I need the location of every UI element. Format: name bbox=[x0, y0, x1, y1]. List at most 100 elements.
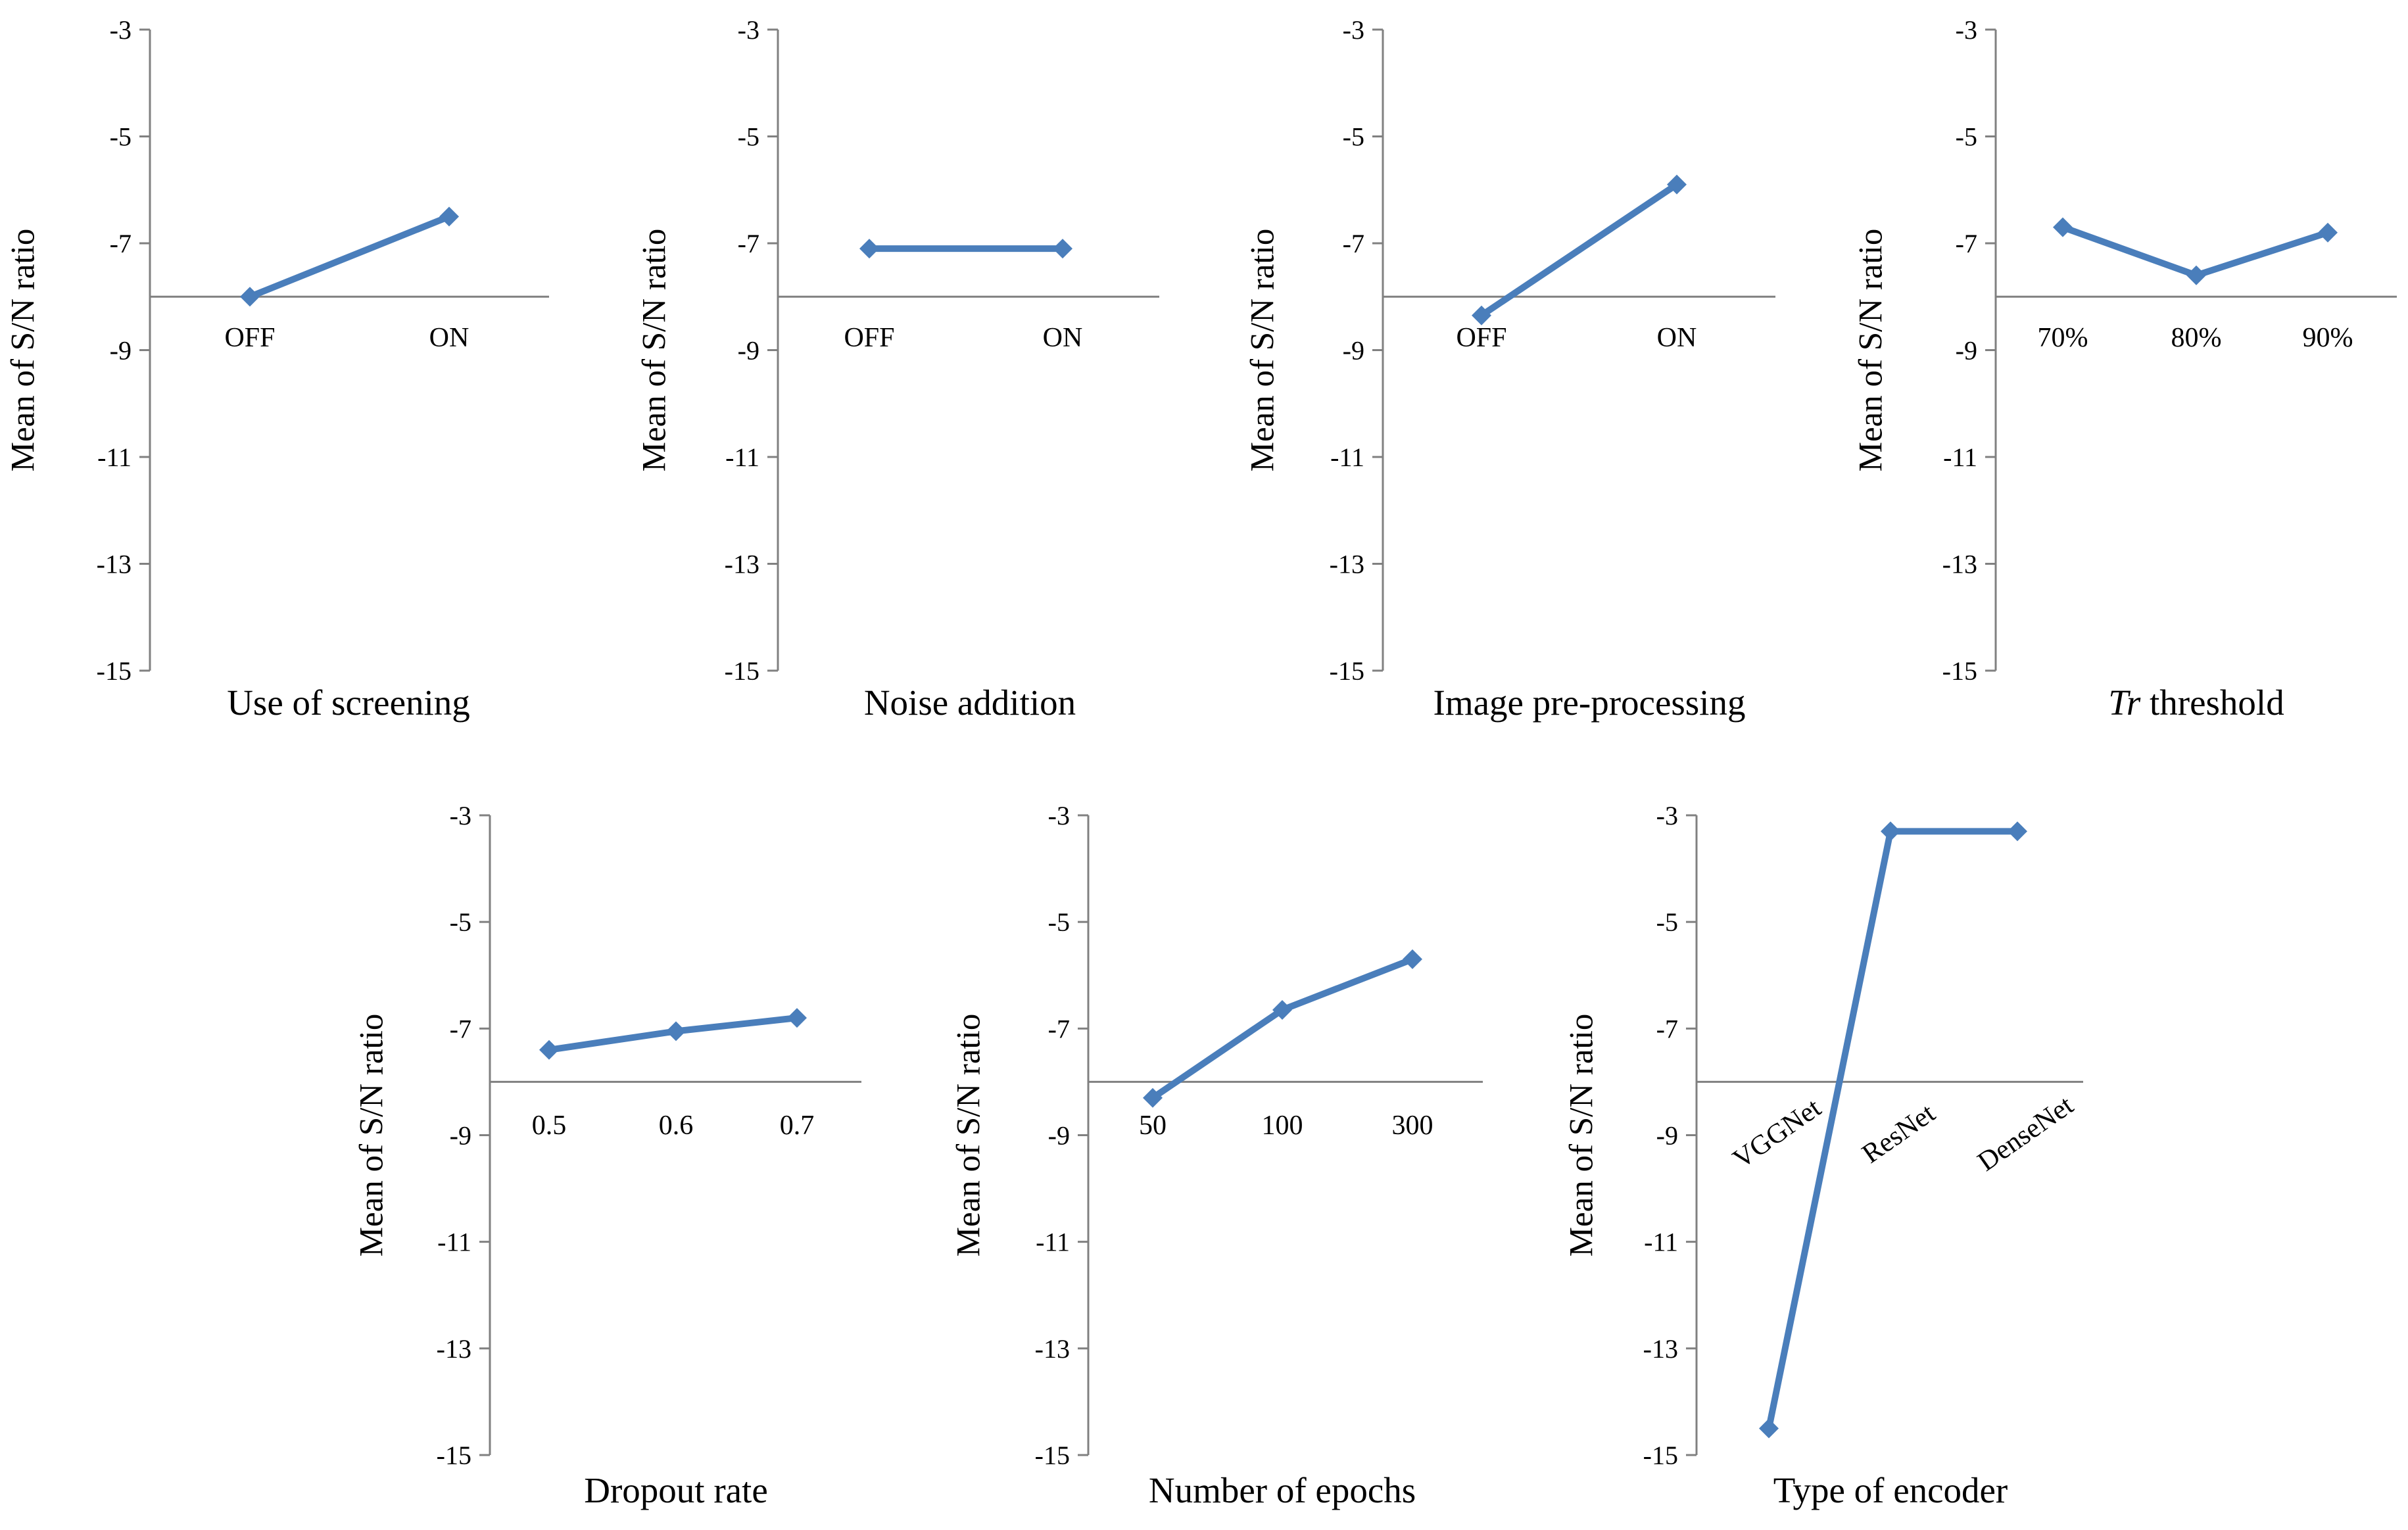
x-axis-title: Number of epochs bbox=[1149, 1470, 1416, 1510]
chart-panel-4: -3 -5 -7 -9 -11 -13 -15 70% 80% 90% Mean of S/N ra… bbox=[1853, 15, 2397, 723]
y-tick-label: -5 bbox=[450, 907, 471, 937]
y-tick-label: -9 bbox=[110, 336, 132, 366]
x-category-label: 100 bbox=[1262, 1111, 1303, 1141]
y-tick-label: -3 bbox=[1343, 15, 1364, 45]
y-axis-title: Mean of S/N ratio bbox=[5, 229, 42, 472]
y-tick-label: -13 bbox=[1330, 550, 1364, 579]
y-tick-label: -7 bbox=[450, 1014, 471, 1043]
data-point-marker bbox=[1759, 1418, 1779, 1439]
y-tick-label: -5 bbox=[738, 122, 759, 152]
data-point-marker bbox=[2186, 265, 2206, 285]
chart-panel-7: -3 -5 -7 -9 -11 -13 -15 VGGNet ResNet DenseNet Mea… bbox=[1564, 801, 2083, 1510]
data-point-marker bbox=[666, 1021, 686, 1041]
x-category-label: ON bbox=[429, 323, 470, 353]
x-category-label: 90% bbox=[2303, 323, 2353, 353]
data-point-marker bbox=[1667, 174, 1687, 195]
y-axis-title: Mean of S/N ratio bbox=[1245, 229, 1282, 472]
y-tick-label: -15 bbox=[97, 656, 132, 686]
y-tick-label: -7 bbox=[110, 229, 132, 258]
chart-panel-2: -3 -5 -7 -9 -11 -13 -15 OFF ON Mean of S/N ratio N… bbox=[637, 15, 1159, 723]
series-line bbox=[247, 213, 452, 300]
data-point-marker bbox=[2008, 821, 2027, 842]
x-category-label: ON bbox=[1043, 323, 1083, 353]
x-category-label: OFF bbox=[1456, 323, 1506, 353]
y-tick-label: -9 bbox=[450, 1121, 471, 1151]
y-tick-label: -13 bbox=[1035, 1334, 1070, 1364]
x-category-label: 70% bbox=[2038, 323, 2088, 353]
data-point-marker bbox=[1143, 1088, 1163, 1108]
y-tick-label: -9 bbox=[1343, 336, 1364, 366]
y-tick-label: -5 bbox=[1048, 907, 1070, 937]
x-category-label: 0.5 bbox=[532, 1111, 567, 1141]
chart-panel-6: -3 -5 -7 -9 -11 -13 -15 50 100 300 Mean of S/N rat… bbox=[951, 801, 1483, 1510]
y-tick-label: -13 bbox=[725, 550, 759, 579]
series-line bbox=[1478, 181, 1680, 319]
y-tick-label: -11 bbox=[1330, 442, 1364, 472]
y-axis-title: Mean of S/N ratio bbox=[951, 1014, 988, 1257]
x-category-label: VGGNet bbox=[1727, 1093, 1827, 1175]
y-tick-label: -15 bbox=[1643, 1441, 1678, 1470]
y-tick-label: -9 bbox=[1956, 336, 1977, 366]
data-point-marker bbox=[240, 287, 260, 307]
x-category-label: ON bbox=[1657, 323, 1697, 353]
x-axis-title: Tr threshold bbox=[2108, 682, 2284, 723]
y-tick-label: -11 bbox=[725, 442, 759, 472]
y-tick-label: -15 bbox=[437, 1441, 471, 1470]
y-tick-label: -3 bbox=[1048, 801, 1070, 830]
y-tick-label: -15 bbox=[1942, 656, 1977, 686]
data-point-marker bbox=[2318, 222, 2338, 243]
y-tick-label: -5 bbox=[1343, 122, 1364, 152]
x-axis-title: Image pre-processing bbox=[1433, 682, 1746, 723]
data-point-marker bbox=[1472, 305, 1491, 325]
x-category-label: 50 bbox=[1139, 1111, 1167, 1141]
x-axis-title: Type of encoder bbox=[1773, 1470, 2008, 1510]
chart-panel-1: -3 -5 -7 -9 -11 -13 -15 OFF ON Mean of S/N ratio U… bbox=[5, 15, 549, 723]
y-axis-title: Mean of S/N ratio bbox=[354, 1014, 391, 1257]
y-tick-label: -15 bbox=[725, 656, 759, 686]
y-tick-label: -7 bbox=[1343, 229, 1364, 258]
x-category-label: 0.7 bbox=[780, 1111, 815, 1141]
data-point-marker bbox=[787, 1008, 807, 1028]
chart-panel-3: -3 -5 -7 -9 -11 -13 -15 OFF ON Mean of S/N ratio I… bbox=[1245, 15, 1775, 723]
y-tick-label: -3 bbox=[110, 15, 132, 45]
series-line bbox=[1149, 955, 1416, 1101]
y-tick-label: -7 bbox=[1048, 1014, 1070, 1043]
y-tick-label: -7 bbox=[1956, 229, 1977, 258]
y-tick-label: -11 bbox=[437, 1228, 471, 1257]
y-axis-title: Mean of S/N ratio bbox=[637, 229, 673, 472]
data-point-marker bbox=[1053, 239, 1072, 259]
y-tick-label: -9 bbox=[1656, 1121, 1678, 1151]
y-tick-label: -3 bbox=[1956, 15, 1977, 45]
y-axis-title: Mean of S/N ratio bbox=[1853, 229, 1890, 472]
y-tick-label: -3 bbox=[450, 801, 471, 830]
x-category-label: 300 bbox=[1392, 1111, 1433, 1141]
y-tick-label: -13 bbox=[97, 550, 132, 579]
y-tick-label: -13 bbox=[1942, 550, 1977, 579]
y-tick-label: -3 bbox=[1656, 801, 1678, 830]
x-category-label: DenseNet bbox=[1973, 1090, 2079, 1178]
x-category-label: 80% bbox=[2171, 323, 2222, 353]
chart-panel-5: -3 -5 -7 -9 -11 -13 -15 0.5 0.6 0.7 Mean of S/N ra… bbox=[354, 801, 861, 1510]
y-tick-label: -15 bbox=[1330, 656, 1364, 686]
y-tick-label: -9 bbox=[1048, 1121, 1070, 1151]
y-tick-label: -3 bbox=[738, 15, 759, 45]
y-tick-label: -15 bbox=[1035, 1441, 1070, 1470]
x-axis-title: Noise addition bbox=[864, 682, 1076, 723]
x-axis-title: Dropout rate bbox=[584, 1470, 768, 1510]
x-category-label: 0.6 bbox=[659, 1111, 694, 1141]
y-tick-label: -11 bbox=[1036, 1228, 1070, 1257]
data-point-marker bbox=[1881, 821, 1900, 842]
x-category-label: OFF bbox=[224, 323, 275, 353]
y-tick-label: -13 bbox=[437, 1334, 471, 1364]
x-category-label: ResNet bbox=[1857, 1098, 1941, 1170]
y-tick-label: -5 bbox=[1656, 907, 1678, 937]
y-tick-label: -11 bbox=[1943, 442, 1977, 472]
x-category-label: OFF bbox=[844, 323, 894, 353]
data-point-marker bbox=[859, 239, 879, 259]
y-tick-label: -11 bbox=[97, 442, 132, 472]
data-point-marker bbox=[539, 1040, 559, 1060]
x-axis-title-italic: Tr bbox=[2108, 682, 2141, 723]
x-axis-title: Use of screening bbox=[227, 682, 470, 723]
data-point-marker bbox=[1272, 999, 1292, 1020]
y-tick-label: -11 bbox=[1644, 1228, 1678, 1257]
